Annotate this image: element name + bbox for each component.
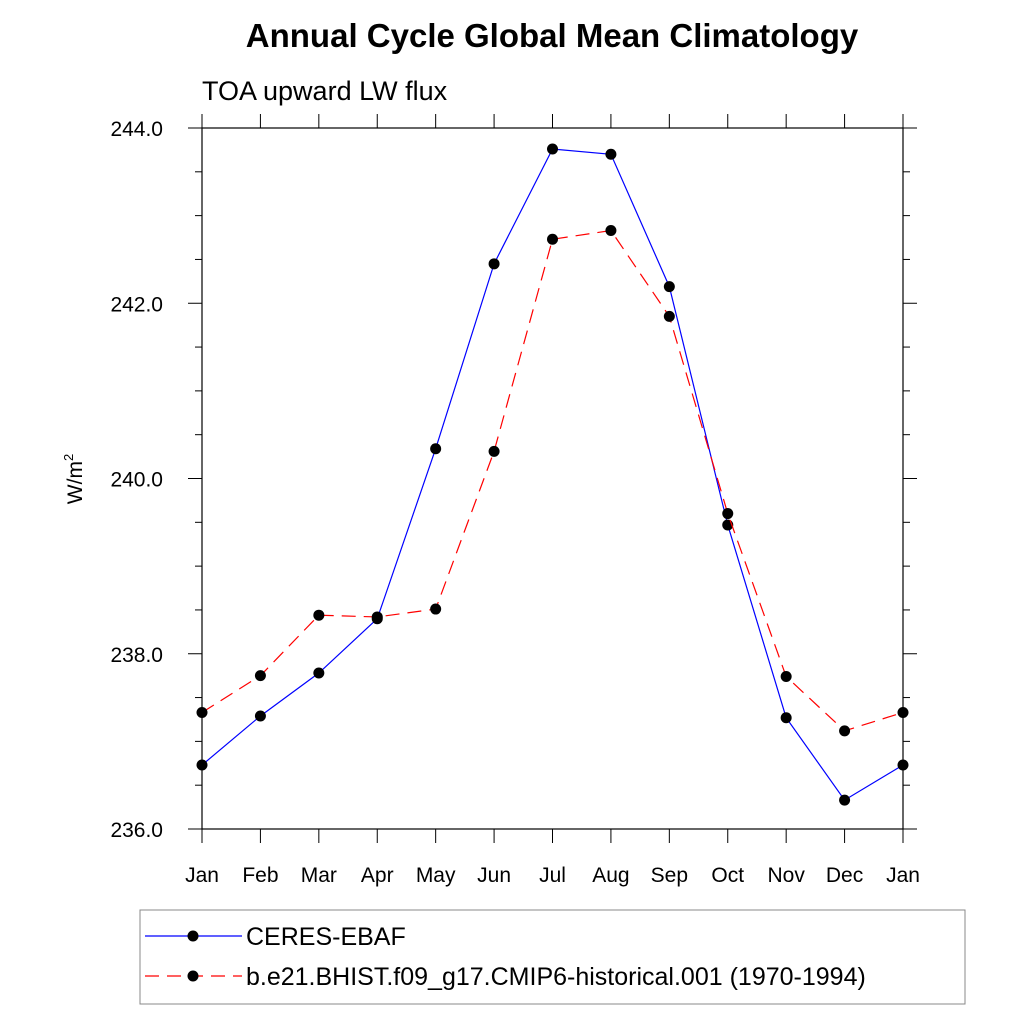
data-point (897, 759, 909, 771)
legend-marker (187, 930, 199, 942)
legend-label: b.e21.BHIST.f09_g17.CMIP6-historical.001… (246, 963, 866, 991)
legend: CERES-EBAF b.e21.BHIST.f09_g17.CMIP6-hist… (139, 909, 966, 1005)
x-tick-label: Dec (826, 864, 863, 887)
x-tick-label: Aug (592, 864, 629, 887)
x-tick-label: May (416, 864, 456, 887)
x-tick-label: Apr (361, 864, 394, 887)
y-tick-label: 238.0 (110, 644, 163, 667)
legend-entry: b.e21.BHIST.f09_g17.CMIP6-historical.001… (145, 963, 866, 991)
data-point (196, 759, 208, 771)
data-point (196, 706, 208, 718)
data-point (722, 508, 734, 520)
data-point (605, 225, 617, 237)
y-tick-label: 244.0 (110, 118, 163, 141)
x-tick-label: Jan (185, 864, 219, 887)
data-point (254, 710, 266, 722)
data-point (839, 725, 851, 737)
x-tick-label: Jul (539, 864, 566, 887)
series-layer (196, 143, 909, 806)
chart-subtitle: TOA upward LW flux (202, 76, 448, 106)
data-point (313, 667, 325, 679)
x-tick-label: Mar (301, 864, 337, 887)
x-tick-label: Jun (477, 864, 511, 887)
series-line (201, 229, 904, 732)
axis-ticks: Jan Feb Mar Apr May Jun Jul Aug Sep Oct Nov Dec Jan 2… (110, 114, 920, 887)
data-point (780, 712, 792, 724)
legend-label: CERES-EBAF (246, 923, 406, 951)
x-tick-label: Jan (886, 864, 920, 887)
chart-title: Annual Cycle Global Mean Climatology (246, 17, 859, 54)
data-point (780, 671, 792, 683)
y-axis-label-base: W/m (64, 461, 87, 504)
data-point (488, 258, 500, 270)
y-axis-label: W/m2 (61, 454, 87, 504)
data-point (839, 794, 851, 806)
data-point (313, 609, 325, 621)
y-tick-label: 240.0 (110, 469, 163, 492)
legend-box (139, 909, 966, 1005)
series-2 (196, 225, 909, 737)
data-point (488, 445, 500, 457)
y-axis-label-superscript: 2 (61, 454, 76, 461)
plot-axes (201, 127, 904, 830)
x-tick-label: Nov (767, 864, 805, 887)
x-tick-label: Oct (711, 864, 744, 887)
x-tick-label: Sep (651, 864, 688, 887)
data-point (371, 611, 383, 623)
y-tick-label: 242.0 (110, 293, 163, 316)
x-tick-label: Feb (242, 864, 278, 887)
plot-frame (201, 127, 904, 830)
data-point (254, 670, 266, 682)
data-point (663, 310, 675, 322)
data-point (663, 281, 675, 293)
y-tick-label: 236.0 (110, 819, 163, 842)
legend-marker (187, 970, 199, 982)
series-line (201, 148, 904, 801)
data-point (897, 706, 909, 718)
data-point (430, 603, 442, 615)
data-point (547, 233, 558, 245)
data-point (605, 148, 617, 160)
data-point (547, 143, 558, 155)
legend-entry: CERES-EBAF (145, 923, 406, 951)
data-point (430, 443, 442, 455)
